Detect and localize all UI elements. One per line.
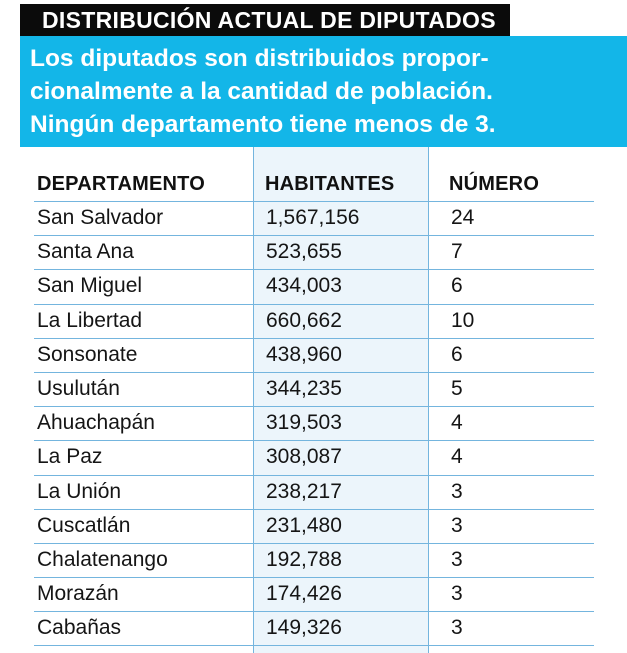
cell-numero: 24 [451,206,475,229]
row-divider [34,371,594,373]
table-row: Cabañas 149,326 3 [0,611,627,645]
cell-departamento: La Paz [37,445,103,469]
cell-numero: 3 [451,616,463,640]
row-divider [34,201,594,202]
table-row: Ahuachapán 319,503 4 [0,406,627,440]
cell-departamento: Usulután [37,376,120,400]
row-divider [34,611,594,613]
cell-departamento: La Libertad [37,308,143,332]
subtitle-line: Los diputados son distribuidos propor- [30,45,489,72]
cell-numero: 3 [451,582,463,606]
table-row: San Miguel 434,003 6 [0,269,627,303]
row-divider [34,337,594,339]
table-row: Cuscatlán 231,480 3 [0,508,627,543]
row-divider [34,406,594,408]
table-row: La Unión 238,217 3 [0,474,627,509]
cell-habitantes: 1,567,156 [266,206,360,229]
cell-numero: 3 [451,547,463,571]
cell-departamento: Morazán [37,582,119,606]
cell-habitantes: 231,480 [266,513,342,537]
page-title: DISTRIBUCIÓN ACTUAL DE DIPUTADOS [20,4,510,36]
cell-numero: 10 [451,308,475,332]
data-table: DEPARTAMENTO HABITANTES NÚMERO San Salva… [0,147,627,653]
row-divider [34,303,594,305]
cell-numero: 3 [451,479,463,503]
subtitle-line: cionalmente a la cantidad de población. [30,78,493,105]
cell-departamento: Cabañas [37,616,122,640]
habitantes-column-highlight [253,147,429,653]
cell-numero: 5 [451,376,463,400]
row-divider [34,508,594,510]
row-divider [34,269,594,271]
cell-habitantes: 660,662 [266,308,342,332]
table-body: San Salvador 1,567,156 24 Santa Ana 523,655 7… [0,201,627,647]
table-row: Chalatenango 192,788 3 [0,542,627,577]
cell-numero: 4 [451,445,463,469]
cell-departamento: Sonsonate [37,342,138,366]
table-bottom-rule [34,645,594,647]
table-row: La Libertad 660,662 10 [0,303,627,338]
cell-habitantes: 434,003 [266,274,342,298]
header-departamento: DEPARTAMENTO [37,173,205,195]
title-bar: DISTRIBUCIÓN ACTUAL DE DIPUTADOS [0,0,627,37]
table-row: San Salvador 1,567,156 24 [0,201,627,235]
table-row: Santa Ana 523,655 7 [0,235,627,269]
table-row: Usulután 344,235 5 [0,371,627,406]
cell-habitantes: 523,655 [266,240,342,264]
cell-departamento: La Unión [37,479,122,503]
cell-departamento: Chalatenango [37,547,168,571]
cell-departamento: San Miguel [37,274,143,298]
cell-departamento: Ahuachapán [37,411,155,435]
cell-numero: 3 [451,513,463,537]
subtitle-line: Ningún departamento tiene menos de 3. [30,111,496,138]
header-numero: NÚMERO [449,173,540,195]
cell-habitantes: 319,503 [266,411,342,435]
cell-departamento: San Salvador [37,206,164,229]
subtitle-box: Los diputados son distribuidos propor- c… [20,36,627,147]
row-divider [34,577,594,579]
row-divider [34,235,594,237]
table-row: Sonsonate 438,960 6 [0,337,627,372]
row-divider [34,440,594,442]
table-row: La Paz 308,087 4 [0,440,627,474]
cell-habitantes: 344,235 [266,376,342,400]
row-divider [34,474,594,476]
cell-habitantes: 192,788 [266,547,342,571]
cell-numero: 6 [451,342,463,366]
cell-habitantes: 149,326 [266,616,342,640]
cell-departamento: Santa Ana [37,240,134,264]
table-row: Morazán 174,426 3 [0,577,627,611]
cell-numero: 4 [451,411,463,435]
cell-habitantes: 438,960 [266,342,342,366]
cell-habitantes: 308,087 [266,445,342,469]
cell-numero: 7 [451,240,463,264]
cell-departamento: Cuscatlán [37,513,131,537]
row-divider [34,542,594,544]
cell-numero: 6 [451,274,463,298]
cell-habitantes: 174,426 [266,582,342,606]
cell-habitantes: 238,217 [266,479,342,503]
header-habitantes: HABITANTES [265,173,395,195]
